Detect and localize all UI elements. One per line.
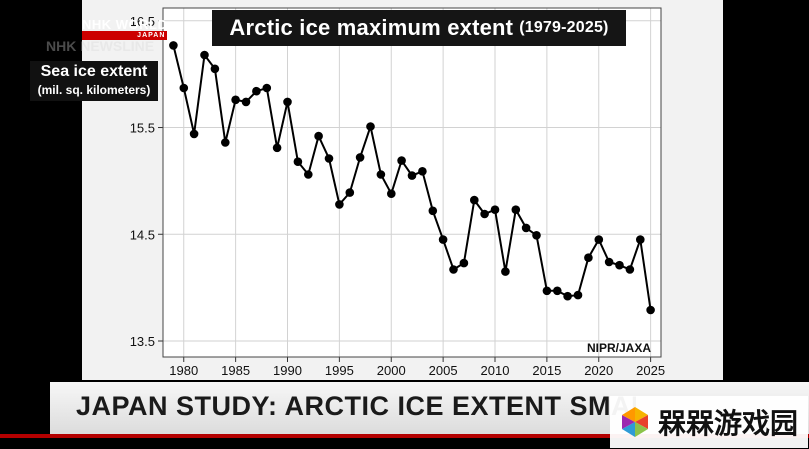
data-point — [200, 50, 209, 60]
data-point — [625, 265, 635, 274]
data-point — [573, 290, 583, 300]
watermark-logo-icon — [618, 405, 652, 439]
data-point — [563, 291, 572, 301]
data-point — [532, 231, 541, 240]
data-point — [210, 64, 220, 74]
data-point — [366, 122, 375, 131]
x-tick-label: 1985 — [221, 363, 250, 378]
y-axis-unit: (mil. sq. kilometers) — [37, 83, 151, 97]
y-tick-label: 15.5 — [130, 121, 155, 136]
data-point — [418, 167, 427, 176]
data-point — [604, 257, 614, 267]
chart-title: Arctic ice maximum extent (1979-2025) — [212, 10, 626, 46]
data-point — [428, 206, 438, 216]
data-point — [542, 286, 552, 296]
chart-title-range: (1979-2025) — [519, 19, 609, 36]
data-point — [179, 83, 189, 93]
data-point — [376, 170, 386, 179]
right-letterbox — [723, 0, 809, 380]
logo-text: NHK WORLD — [82, 17, 168, 32]
plot-border — [162, 7, 662, 358]
data-point — [189, 129, 199, 139]
data-point — [636, 235, 645, 244]
data-point — [355, 153, 365, 162]
data-point — [449, 265, 458, 274]
gridlines — [163, 8, 661, 357]
data-point — [438, 235, 448, 244]
data-point — [646, 305, 655, 315]
data-point — [272, 143, 282, 153]
data-point — [314, 131, 323, 141]
x-tick-label: 2025 — [636, 363, 665, 378]
data-point — [324, 154, 334, 163]
data-point — [231, 95, 240, 105]
x-tick-label: 1990 — [273, 363, 302, 378]
x-tick-label: 2005 — [429, 363, 458, 378]
y-axis-label-box: Sea ice extent (mil. sq. kilometers) — [30, 61, 158, 101]
data-points — [169, 41, 655, 315]
x-tick-label: 1995 — [325, 363, 354, 378]
y-tick-label: 14.5 — [130, 227, 155, 242]
nhk-world-logo: NHK WORLD JAPAN — [82, 17, 168, 40]
data-point — [521, 223, 531, 233]
data-point — [387, 189, 396, 198]
data-point — [615, 260, 624, 270]
headline-text: JAPAN STUDY: ARCTIC ICE EXTENT SMALLEST … — [76, 391, 636, 421]
watermark-text: 槑槑游戏园 — [658, 408, 799, 439]
data-point — [345, 188, 355, 197]
y-tick-label: 13.5 — [130, 334, 155, 349]
data-point — [594, 235, 604, 244]
data-point — [480, 209, 489, 219]
x-tick-label: 2000 — [377, 363, 406, 378]
data-point — [241, 97, 251, 107]
banner-red-line — [0, 434, 809, 438]
data-point — [553, 286, 562, 296]
x-tick-label: 1980 — [169, 363, 198, 378]
watermark: 槑槑游戏园 — [610, 396, 808, 448]
data-point — [407, 171, 417, 180]
data-point — [397, 156, 406, 165]
axes — [158, 7, 662, 362]
data-point — [283, 97, 292, 107]
data-point — [252, 86, 261, 96]
data-point — [490, 205, 500, 214]
source-label: NIPR/JAXA — [587, 341, 651, 355]
y-axis-label: Sea ice extent — [40, 63, 148, 80]
data-point — [470, 195, 479, 205]
data-point — [293, 157, 303, 166]
data-point — [511, 205, 521, 214]
data-point — [304, 170, 313, 179]
data-point — [459, 258, 469, 268]
chart-title-text: Arctic ice maximum extent — [229, 15, 514, 40]
data-point — [262, 83, 272, 93]
x-tick-label: 2010 — [481, 363, 510, 378]
data-point — [584, 253, 593, 262]
data-point — [169, 41, 178, 50]
ghost-program-text: NHK NEWSLINE — [46, 38, 155, 54]
tick-labels: 1980 1985 1990 1995 2000 2005 2010 2015 2020 2025… — [130, 14, 665, 378]
plot-area — [163, 8, 661, 357]
data-point — [221, 138, 230, 147]
logo-sub: JAPAN — [82, 31, 168, 40]
x-tick-label: 2015 — [532, 363, 561, 378]
data-point — [501, 267, 510, 276]
y-tick-label: 16.5 — [130, 14, 155, 29]
data-point — [335, 200, 344, 209]
x-tick-label: 2020 — [584, 363, 613, 378]
